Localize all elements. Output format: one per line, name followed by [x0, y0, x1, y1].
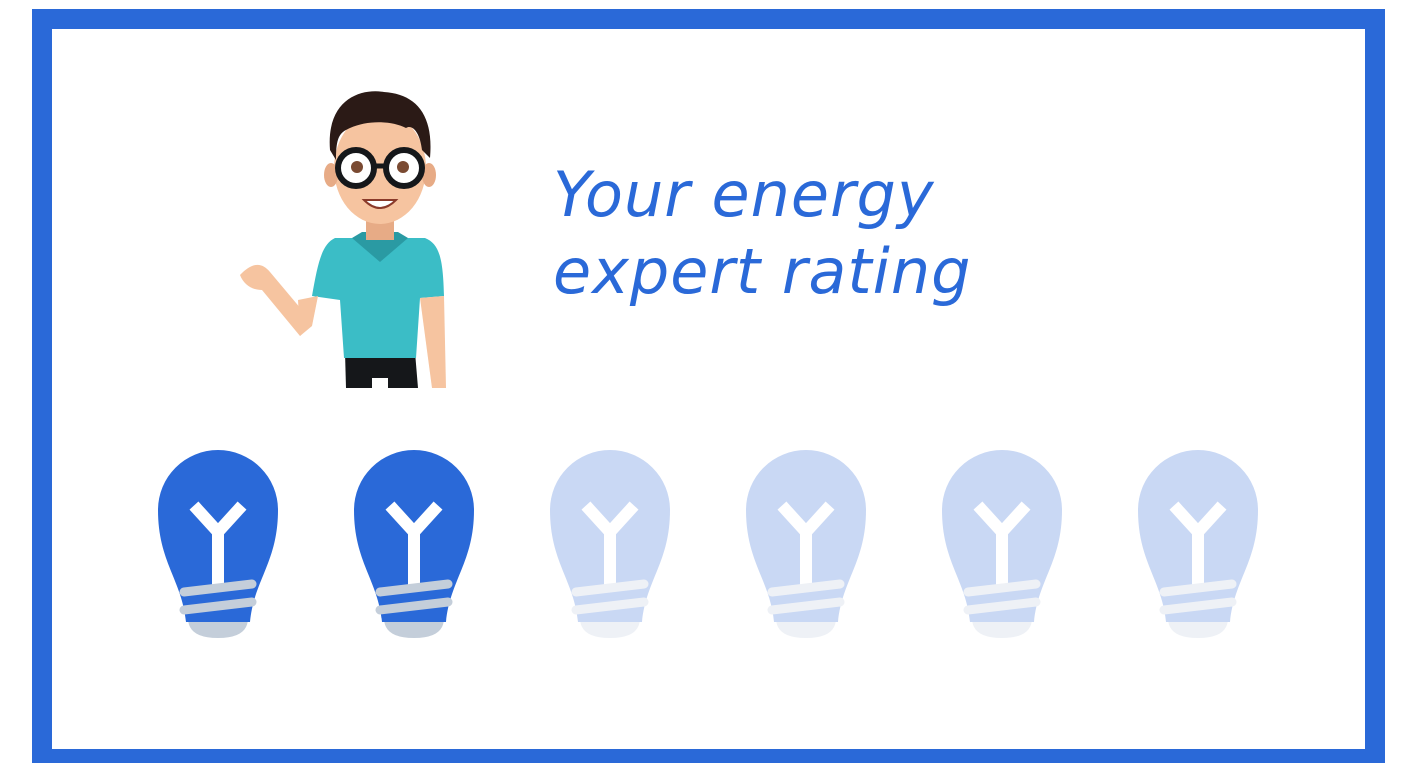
rating-card: Your energy expert rating	[0, 0, 1403, 763]
page: Your energy expert rating (() => { const…	[0, 0, 1403, 763]
frame	[42, 19, 1375, 759]
title-line: expert rating	[553, 235, 972, 308]
title-line: Your energy	[553, 158, 935, 231]
